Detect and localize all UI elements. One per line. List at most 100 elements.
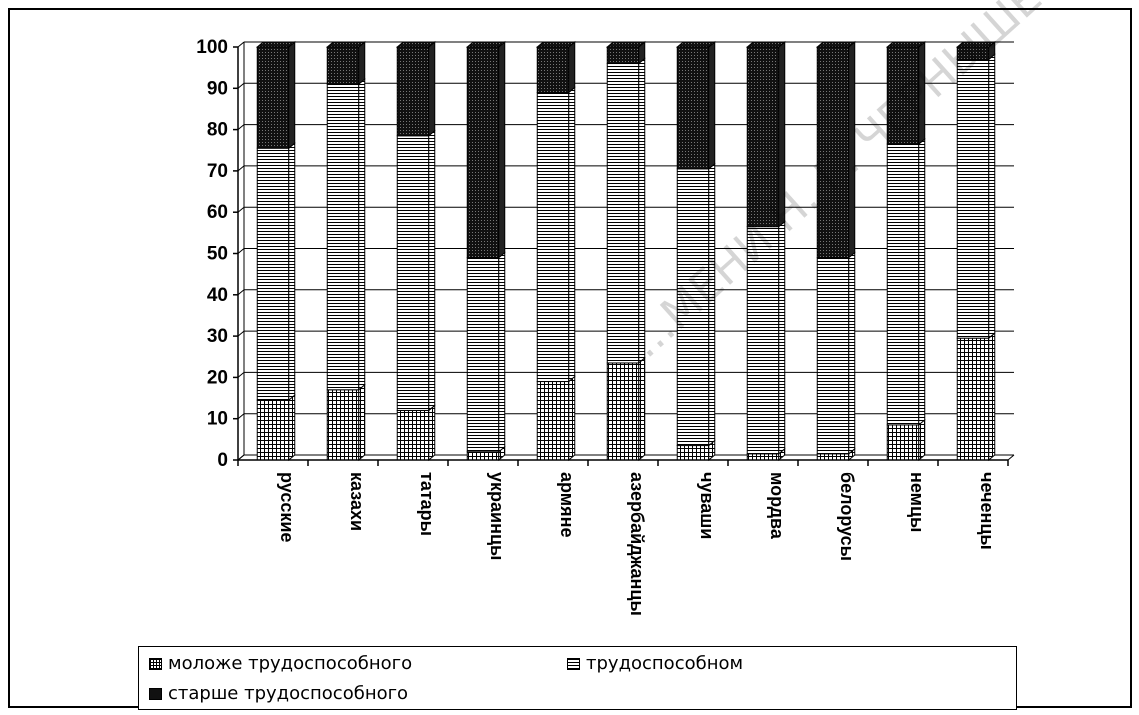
x-category-label: белорусы (837, 472, 857, 561)
bar-young (326, 383, 366, 462)
x-category-label: казахи (347, 472, 367, 531)
y-tick-label: 10 (207, 409, 228, 430)
gridline-depth (237, 165, 245, 172)
floor-edge (237, 454, 245, 461)
legend-item-young: моложе трудоспособного (149, 653, 412, 674)
bar-old-top (325, 41, 367, 48)
gridline-depth (237, 124, 245, 130)
bar-young-front (746, 453, 780, 461)
bar-old-front (606, 46, 640, 65)
bar-young (886, 418, 926, 462)
y-tick-label: 20 (207, 367, 228, 388)
bar-old (745, 40, 787, 228)
bar-young-front (256, 399, 290, 461)
bar-old (605, 40, 647, 65)
bar-working-front (956, 58, 990, 339)
bar-old (325, 40, 367, 86)
y-tick-label: 80 (207, 120, 228, 141)
gridline-depth (237, 206, 245, 213)
y-tick-label: 30 (207, 326, 228, 347)
bar-old-side (918, 40, 926, 146)
bar-old-side (568, 40, 576, 94)
gridline-depth (237, 41, 245, 48)
bar-old-front (256, 46, 290, 149)
bar-old-front (466, 46, 500, 259)
gridline-depth (237, 248, 245, 254)
bar-young-front (676, 445, 710, 461)
x-category-label: чуваши (697, 472, 717, 539)
bar-working (746, 220, 786, 455)
bar-working-side (918, 137, 926, 426)
bar-working (956, 53, 996, 340)
y-tick-label: 70 (207, 161, 228, 182)
bar-working-front (396, 135, 430, 411)
bar-old-side (498, 40, 506, 259)
x-category-label: мордва (767, 472, 787, 540)
y-tick-label: 50 (207, 244, 228, 265)
bar-old-front (956, 46, 990, 60)
bar-old-top (745, 41, 787, 48)
bar-old-front (886, 46, 920, 145)
bar-old (675, 40, 717, 170)
bar-working-side (428, 129, 436, 412)
bar-working (676, 162, 716, 447)
bar-old (535, 40, 577, 94)
bar-young (606, 356, 646, 462)
bar-young-side (918, 418, 926, 462)
bar-old-front (326, 46, 360, 85)
bar-young-side (428, 404, 436, 462)
bar-old-top (955, 41, 997, 48)
bar-old-front (536, 46, 570, 93)
bar-old-front (396, 46, 430, 137)
bar-old-front (676, 46, 710, 170)
legend-label-old: старше трудоспособного (168, 683, 409, 704)
bar-young-side (358, 383, 366, 462)
bar-young-front (606, 362, 640, 461)
bar-old-top (605, 41, 647, 48)
bar-young-side (568, 375, 576, 462)
bar-working-front (466, 257, 500, 453)
bar-old (465, 40, 507, 259)
bar-working (886, 137, 926, 426)
y-tick-label: 100 (196, 37, 228, 58)
legend-swatch-working (567, 657, 580, 670)
bar-working-side (988, 53, 996, 340)
gridline-depth (237, 372, 245, 378)
bar-working-side (288, 142, 296, 402)
bar-working-front (746, 226, 780, 455)
bar-old-top (815, 41, 857, 48)
bar-working-side (848, 251, 856, 455)
x-category-label: немцы (907, 472, 927, 532)
y-tick-label: 60 (207, 202, 228, 223)
bar-young-front (816, 453, 850, 461)
bar-working-side (568, 86, 576, 383)
bar-working (396, 129, 436, 412)
bar-working-side (778, 220, 786, 455)
bar-working (256, 142, 296, 402)
bar-working-front (326, 83, 360, 391)
bar-old-side (288, 40, 296, 150)
bar-working-side (708, 162, 716, 447)
bar-young (396, 404, 436, 462)
gridline-depth (237, 82, 245, 89)
legend-item-working: трудоспособном (567, 653, 743, 674)
bar-old-side (708, 40, 716, 170)
bar-working-side (498, 251, 506, 453)
bar-old-top (395, 41, 437, 48)
bar-old-side (358, 40, 366, 86)
bar-old (885, 40, 927, 146)
bar-old-top (675, 41, 717, 48)
x-category-label: чеченцы (977, 472, 997, 550)
bar-working (466, 251, 506, 453)
bar-young-side (638, 356, 646, 462)
bar-young (256, 394, 296, 462)
bar-working (606, 57, 646, 365)
bar-old (955, 40, 997, 61)
bar-young-front (396, 409, 430, 461)
legend-label-working: трудоспособном (586, 653, 744, 674)
legend-label-young: моложе трудоспособного (168, 653, 413, 674)
bar-old-top (255, 41, 297, 48)
bar-young-front (466, 451, 500, 461)
bar-working (816, 251, 856, 455)
